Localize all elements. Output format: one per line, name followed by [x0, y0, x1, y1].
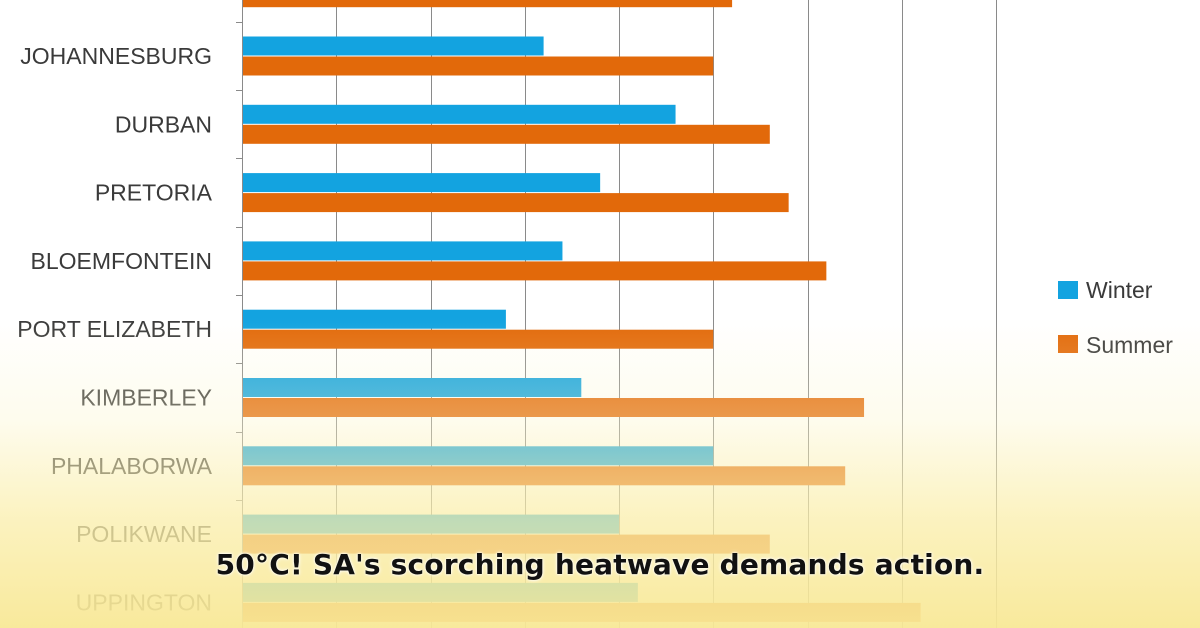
category-label: PORT ELIZABETH: [17, 316, 212, 342]
bar-summer: [243, 602, 921, 622]
bar-winter: [243, 446, 714, 466]
headline-caption: 50°C! SA's scorching heatwave demands ac…: [215, 548, 985, 581]
legend-swatch-summer: [1058, 335, 1078, 353]
category-axis: [236, 0, 243, 628]
bar-winter: [243, 378, 582, 397]
category-label: DURBAN: [115, 111, 212, 137]
bar-winter: [243, 104, 676, 124]
category-label: KIMBERLEY: [80, 385, 212, 411]
legend-label-winter: Winter: [1086, 277, 1153, 303]
legend: Winter Summer: [1058, 277, 1173, 358]
bar-winter: [243, 309, 506, 329]
bars: [243, 0, 921, 622]
bar-winter: [243, 173, 601, 193]
bar-summer: [243, 193, 789, 213]
category-label: PHALABORWA: [51, 453, 213, 479]
category-labels: JOHANNESBURG DURBAN PRETORIA BLOEMFONTEIN PO…: [17, 43, 212, 615]
legend-swatch-winter: [1058, 281, 1078, 299]
bar-summer: [243, 329, 714, 349]
category-label: UPPINGTON: [76, 589, 212, 615]
category-label: JOHANNESBURG: [20, 43, 212, 69]
bar-summer: [243, 56, 714, 76]
bar-summer-partial: [243, 0, 733, 8]
bar-summer: [243, 398, 865, 417]
category-label: BLOEMFONTEIN: [31, 248, 212, 274]
bar-summer: [243, 466, 846, 486]
bar-winter: [243, 36, 544, 56]
bar-summer: [243, 124, 770, 144]
legend-label-summer: Summer: [1086, 332, 1173, 358]
category-label: POLIKWANE: [76, 521, 212, 547]
bar-winter: [243, 514, 619, 534]
bar-winter: [243, 241, 563, 261]
category-label: PRETORIA: [95, 180, 213, 206]
bar-summer: [243, 261, 827, 281]
bar-winter: [243, 582, 638, 602]
